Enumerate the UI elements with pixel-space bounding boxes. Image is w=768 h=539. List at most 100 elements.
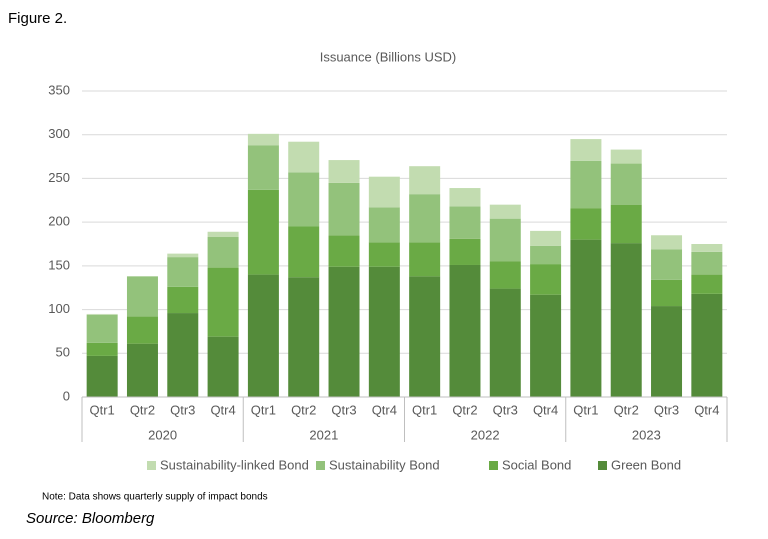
legend-label: Green Bond — [611, 457, 681, 472]
legend-label: Sustainability Bond — [329, 457, 440, 472]
bar-segment — [651, 235, 683, 250]
bar-segment — [691, 274, 723, 294]
bar-segment — [489, 204, 521, 219]
bar-segment — [288, 172, 320, 227]
bar-segment — [409, 242, 441, 277]
bar-segment — [449, 206, 481, 239]
bar-segment — [247, 189, 279, 275]
bar-segment — [691, 251, 723, 275]
legend-label: Social Bond — [502, 457, 571, 472]
x-tick-label: Qtr4 — [372, 402, 397, 417]
x-tick-label: Qtr2 — [130, 402, 155, 417]
y-tick-label: 100 — [48, 301, 70, 316]
y-tick-label: 200 — [48, 214, 70, 229]
x-tick-label: Qtr3 — [170, 402, 195, 417]
x-tick-label: Qtr1 — [412, 402, 437, 417]
y-tick-label: 250 — [48, 170, 70, 185]
bar-segment — [167, 286, 199, 314]
legend-label: Sustainability-linked Bond — [160, 457, 309, 472]
bar-segment — [288, 141, 320, 173]
bar-segment — [610, 243, 642, 397]
bar-segment — [570, 208, 602, 240]
bar-segment — [207, 237, 239, 268]
bar-segment — [610, 163, 642, 205]
y-tick-label: 50 — [56, 345, 70, 360]
x-tick-label: Qtr4 — [694, 402, 719, 417]
bar-segment — [449, 188, 481, 207]
bar-segment — [651, 279, 683, 307]
y-tick-label: 0 — [63, 388, 70, 403]
bar-segment — [167, 313, 199, 397]
bar-segment — [570, 139, 602, 161]
bar-segment — [328, 160, 360, 183]
bar-segment — [409, 194, 441, 243]
y-tick-label: 300 — [48, 126, 70, 141]
bar-segment — [86, 313, 118, 315]
bar-segment — [489, 288, 521, 397]
bar-segment — [288, 226, 320, 278]
figure-label: Figure 2. — [8, 10, 67, 27]
bar-segment — [368, 242, 400, 267]
bar-segment — [247, 145, 279, 190]
bar-segment — [489, 218, 521, 262]
x-tick-label: Qtr1 — [90, 402, 115, 417]
legend-swatch — [598, 461, 607, 470]
legend-swatch — [147, 461, 156, 470]
chart-title: Issuance (Billions USD) — [320, 49, 457, 64]
bar-segment — [86, 355, 118, 397]
bar-segment — [247, 133, 279, 146]
legend-swatch — [316, 461, 325, 470]
bar-segment — [409, 276, 441, 397]
bar-segment — [86, 342, 118, 356]
bar-segment — [368, 176, 400, 208]
bar-segment — [530, 294, 562, 397]
source: Source: Bloomberg — [26, 510, 155, 527]
bar-segment — [328, 266, 360, 397]
bar-segment — [530, 264, 562, 295]
bar-segment — [288, 277, 320, 397]
bar-segment — [86, 314, 118, 343]
bar-segment — [449, 238, 481, 265]
legend-swatch — [489, 461, 498, 470]
bar-segment — [610, 204, 642, 244]
bar-segment — [167, 257, 199, 287]
y-tick-label: 350 — [48, 82, 70, 97]
bar-segment — [449, 264, 481, 397]
bar-segment — [328, 235, 360, 267]
group-label: 2020 — [148, 427, 177, 442]
bar-segment — [207, 231, 239, 238]
bar-segment — [207, 267, 239, 337]
bar-segment — [651, 249, 683, 280]
bar-segment — [409, 166, 441, 195]
bar-segment — [691, 244, 723, 252]
bar-segment — [530, 230, 562, 246]
bar-segment — [691, 293, 723, 397]
x-tick-label: Qtr1 — [573, 402, 598, 417]
bar-segment — [610, 149, 642, 164]
bar-segment — [489, 261, 521, 289]
bar-segment — [651, 306, 683, 397]
x-tick-label: Qtr3 — [493, 402, 518, 417]
group-label: 2023 — [632, 427, 661, 442]
x-tick-label: Qtr2 — [614, 402, 639, 417]
bar-segment — [368, 266, 400, 397]
bar-segment — [167, 253, 199, 258]
bar-segment — [368, 207, 400, 243]
y-tick-label: 150 — [48, 257, 70, 272]
bar-segment — [530, 245, 562, 265]
bar-segment — [126, 276, 158, 317]
x-tick-label: Qtr3 — [654, 402, 679, 417]
x-tick-label: Qtr3 — [331, 402, 356, 417]
x-tick-label: Qtr4 — [533, 402, 558, 417]
x-tick-label: Qtr2 — [291, 402, 316, 417]
group-label: 2022 — [471, 427, 500, 442]
group-label: 2021 — [309, 427, 338, 442]
x-tick-label: Qtr1 — [251, 402, 276, 417]
bar-segment — [570, 160, 602, 209]
bar-segment — [207, 336, 239, 397]
bar-segment — [328, 182, 360, 236]
bar-segment — [247, 274, 279, 397]
bar-segment — [126, 316, 158, 344]
x-tick-label: Qtr2 — [452, 402, 477, 417]
